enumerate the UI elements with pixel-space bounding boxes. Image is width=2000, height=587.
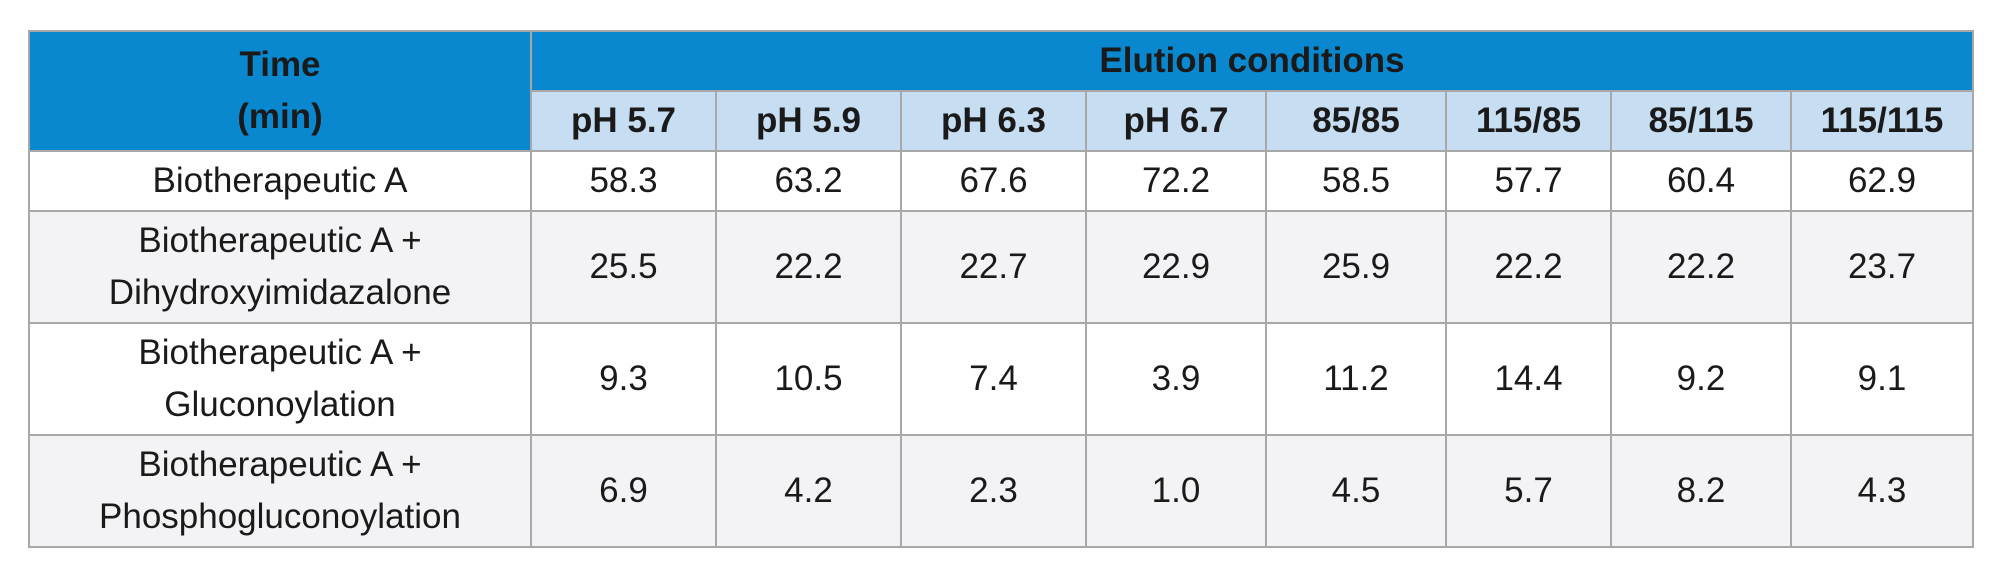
row-header-line-1: Time [239, 45, 321, 84]
table-cell: 5.7 [1445, 434, 1612, 548]
table-cell: 22.2 [1445, 210, 1612, 324]
table-cell: 58.3 [530, 150, 717, 212]
elution-table: Time (min) Elution conditions pH 5.7 pH … [28, 30, 1974, 548]
row-label: Biotherapeutic A + Dihydroxyimidazalone [28, 210, 532, 324]
table-cell: 9.2 [1610, 322, 1792, 436]
table-cell: 4.3 [1790, 434, 1974, 548]
table-row: Biotherapeutic A + Dihydroxyimidazalone … [28, 210, 1974, 324]
column-header: 85/85 [1265, 90, 1447, 152]
column-header: 115/85 [1445, 90, 1612, 152]
row-label-line: Biotherapeutic A + [138, 221, 422, 260]
column-header: pH 6.3 [900, 90, 1087, 152]
column-header: pH 5.9 [715, 90, 902, 152]
row-header-line-2: (min) [237, 97, 323, 136]
table-cell: 22.2 [715, 210, 902, 324]
column-header: pH 5.7 [530, 90, 717, 152]
table-cell: 22.7 [900, 210, 1087, 324]
row-label-line: Biotherapeutic A [152, 161, 408, 200]
table-cell: 9.1 [1790, 322, 1974, 436]
row-label: Biotherapeutic A + Phosphogluconoylation [28, 434, 532, 548]
row-label-line: Phosphogluconoylation [99, 497, 461, 536]
table-cell: 62.9 [1790, 150, 1974, 212]
table-cell: 11.2 [1265, 322, 1447, 436]
row-label-line: Dihydroxyimidazalone [108, 273, 452, 312]
table-row: Biotherapeutic A + Phosphogluconoylation… [28, 434, 1974, 548]
group-header: Elution conditions [530, 30, 1974, 92]
row-label-line: Biotherapeutic A + [138, 333, 422, 372]
table-cell: 25.9 [1265, 210, 1447, 324]
row-header-cell: Time (min) [28, 30, 532, 152]
table-cell: 57.7 [1445, 150, 1612, 212]
table-cell: 22.9 [1085, 210, 1267, 324]
table-cell: 3.9 [1085, 322, 1267, 436]
row-label: Biotherapeutic A + Gluconoylation [28, 322, 532, 436]
table-row: Biotherapeutic A + Gluconoylation 9.3 10… [28, 322, 1974, 436]
row-label-line: Biotherapeutic A + [138, 445, 422, 484]
table-cell: 72.2 [1085, 150, 1267, 212]
table-cell: 58.5 [1265, 150, 1447, 212]
column-header: pH 6.7 [1085, 90, 1267, 152]
table-cell: 8.2 [1610, 434, 1792, 548]
table-cell: 67.6 [900, 150, 1087, 212]
table-cell: 25.5 [530, 210, 717, 324]
table-cell: 4.5 [1265, 434, 1447, 548]
table-cell: 6.9 [530, 434, 717, 548]
table-cell: 1.0 [1085, 434, 1267, 548]
table-cell: 60.4 [1610, 150, 1792, 212]
row-label: Biotherapeutic A [28, 150, 532, 212]
table-cell: 63.2 [715, 150, 902, 212]
table-cell: 23.7 [1790, 210, 1974, 324]
table-cell: 10.5 [715, 322, 902, 436]
table-cell: 4.2 [715, 434, 902, 548]
table-cell: 2.3 [900, 434, 1087, 548]
table-cell: 22.2 [1610, 210, 1792, 324]
column-header: 85/115 [1610, 90, 1792, 152]
table-cell: 14.4 [1445, 322, 1612, 436]
row-label-line: Gluconoylation [164, 385, 396, 424]
table-cell: 7.4 [900, 322, 1087, 436]
table-cell: 9.3 [530, 322, 717, 436]
table-row: Biotherapeutic A 58.3 63.2 67.6 72.2 58.… [28, 150, 1974, 212]
column-header: 115/115 [1790, 90, 1974, 152]
